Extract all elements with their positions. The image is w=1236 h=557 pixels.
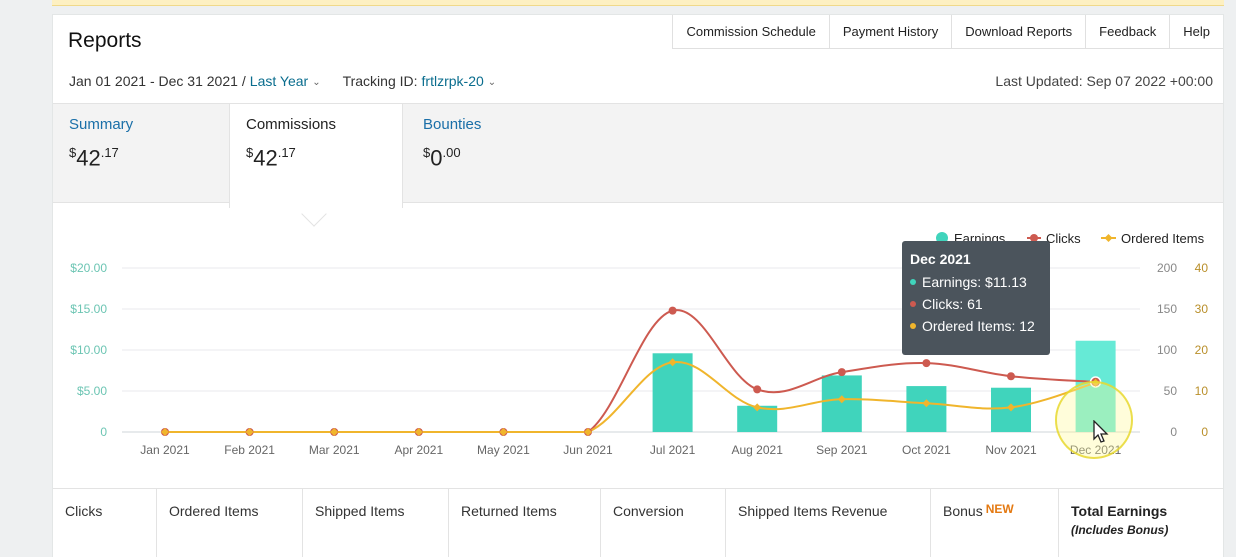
ordered-items-point xyxy=(1007,403,1015,412)
x-axis-tick-label: Mar 2021 xyxy=(309,443,360,457)
x-axis-tick-label: Apr 2021 xyxy=(394,443,443,457)
y-axis-ordered-tick: 30 xyxy=(1195,302,1209,316)
column-header-clicks[interactable]: Clicks xyxy=(53,489,157,557)
legend-clicks-marker xyxy=(1030,234,1038,242)
tab-summary[interactable]: Summary $42.17 xyxy=(53,104,227,204)
y-axis-ordered-tick: 10 xyxy=(1195,384,1209,398)
tab-label: Commissions xyxy=(246,116,337,133)
y-axis-clicks-tick: 150 xyxy=(1157,302,1177,316)
y-axis-left-tick: $15.00 xyxy=(70,302,107,316)
ordered-items-point xyxy=(837,395,846,404)
tab-amount: $42.17 xyxy=(246,145,296,171)
tab-label: Bounties xyxy=(423,116,482,133)
y-axis-clicks-tick: 100 xyxy=(1157,343,1177,357)
new-badge: NEW xyxy=(985,502,1014,516)
tooltip-title: Dec 2021 xyxy=(910,251,971,267)
tracking-id-label: Tracking ID: xyxy=(342,73,418,89)
tab-amount: $0.00 xyxy=(423,145,461,171)
column-header-total-earnings[interactable]: Total Earnings (Includes Bonus) xyxy=(1059,489,1223,557)
legend-ordered-items-marker xyxy=(1104,234,1113,242)
y-axis-ordered-tick: 20 xyxy=(1195,343,1209,357)
column-header-shipped-items[interactable]: Shipped Items xyxy=(303,489,449,557)
x-axis-tick-label: Nov 2021 xyxy=(985,443,1037,457)
earnings-bar xyxy=(906,386,947,432)
y-axis-clicks-tick: 50 xyxy=(1164,384,1178,398)
clicks-point xyxy=(668,306,677,315)
ordered-items-point xyxy=(922,399,931,408)
x-axis-tick-label: Oct 2021 xyxy=(902,443,951,457)
legend-ordered-items-label: Ordered Items xyxy=(1121,231,1205,246)
chevron-down-icon[interactable]: ⌄ xyxy=(487,76,497,88)
clicks-point xyxy=(922,359,931,368)
chevron-down-icon[interactable]: ⌄ xyxy=(312,76,321,88)
x-axis-tick-label: Feb 2021 xyxy=(224,443,275,457)
x-axis-tick-label: Jun 2021 xyxy=(563,443,613,457)
notice-banner-edge xyxy=(52,0,1224,6)
y-axis-left-tick: $5.00 xyxy=(77,384,107,398)
page-title: Reports xyxy=(68,29,142,52)
last-updated-text: Last Updated: Sep 07 2022 +00:00 xyxy=(995,73,1213,89)
tab-commissions[interactable]: Commissions $42.17 xyxy=(229,104,403,208)
column-header-ordered-items[interactable]: Ordered Items xyxy=(157,489,303,557)
tracking-id-dropdown[interactable]: frtlzrpk-20 xyxy=(421,73,484,89)
help-button[interactable]: Help xyxy=(1169,15,1223,49)
report-table-header: Clicks Ordered Items Shipped Items Retur… xyxy=(53,488,1223,557)
tooltip-row-ordered-items: Ordered Items: 12 xyxy=(910,318,1042,334)
ordered-items-point xyxy=(499,428,508,436)
period-dropdown[interactable]: Last Year xyxy=(249,73,309,89)
x-axis-tick-label: Jan 2021 xyxy=(140,443,190,457)
tab-amount: $42.17 xyxy=(69,145,119,171)
date-separator: / xyxy=(241,73,246,89)
ordered-items-point xyxy=(245,428,254,436)
y-axis-left-tick: $10.00 xyxy=(70,343,107,357)
commission-schedule-button[interactable]: Commission Schedule xyxy=(672,15,829,49)
y-axis-left-tick: 0 xyxy=(100,425,107,439)
ordered-items-point xyxy=(584,428,592,436)
total-earnings-subtitle: (Includes Bonus) xyxy=(1071,523,1169,537)
clicks-point xyxy=(753,385,762,394)
earnings-bar xyxy=(821,375,862,432)
tooltip-row-clicks: Clicks: 61 xyxy=(910,296,1042,312)
y-axis-left-tick: $20.00 xyxy=(70,261,107,275)
cursor-highlight xyxy=(1055,381,1133,459)
summary-tabs: Summary $42.17 Commissions $42.17 Bounti… xyxy=(53,103,1223,208)
clicks-point xyxy=(837,368,846,377)
column-header-bonus[interactable]: Bonus NEW xyxy=(931,489,1059,557)
x-axis-tick-label: Sep 2021 xyxy=(816,443,868,457)
y-axis-ordered-tick: 0 xyxy=(1201,425,1208,439)
date-range-text: Jan 01 2021 - Dec 31 2021 xyxy=(69,73,238,89)
legend-clicks-label: Clicks xyxy=(1046,231,1081,246)
x-axis-tick-label: Jul 2021 xyxy=(650,443,696,457)
ordered-items-series-line xyxy=(164,361,1096,434)
ordered-items-point xyxy=(330,428,339,436)
x-axis-tick-label: Aug 2021 xyxy=(732,443,784,457)
feedback-button[interactable]: Feedback xyxy=(1085,15,1170,49)
y-axis-clicks-tick: 0 xyxy=(1170,425,1177,439)
report-filters: Jan 01 2021 - Dec 31 2021 / Last Year ⌄ … xyxy=(69,73,496,89)
mouse-cursor-icon xyxy=(1093,420,1109,443)
column-header-returned-items[interactable]: Returned Items xyxy=(449,489,601,557)
clicks-point xyxy=(1007,372,1015,381)
tooltip-row-earnings: Earnings: $11.13 xyxy=(910,274,1042,290)
ordered-items-point xyxy=(753,403,762,412)
ordered-items-point xyxy=(414,428,423,436)
download-reports-button[interactable]: Download Reports xyxy=(951,15,1086,49)
ordered-items-point xyxy=(668,358,677,367)
top-nav: Commission Schedule Payment History Down… xyxy=(672,15,1223,49)
ordered-items-point xyxy=(161,428,169,436)
column-header-conversion[interactable]: Conversion xyxy=(601,489,726,557)
y-axis-clicks-tick: 200 xyxy=(1157,261,1177,275)
y-axis-ordered-tick: 40 xyxy=(1195,261,1209,275)
payment-history-button[interactable]: Payment History xyxy=(828,15,952,49)
tab-bounties[interactable]: Bounties $0.00 xyxy=(407,104,581,204)
x-axis-tick-label: May 2021 xyxy=(477,443,530,457)
tab-label: Summary xyxy=(69,116,134,133)
chart-tooltip: Dec 2021 Earnings: $11.13 Clicks: 61 Ord… xyxy=(902,241,1050,355)
column-header-shipped-items-revenue[interactable]: Shipped Items Revenue xyxy=(726,489,931,557)
